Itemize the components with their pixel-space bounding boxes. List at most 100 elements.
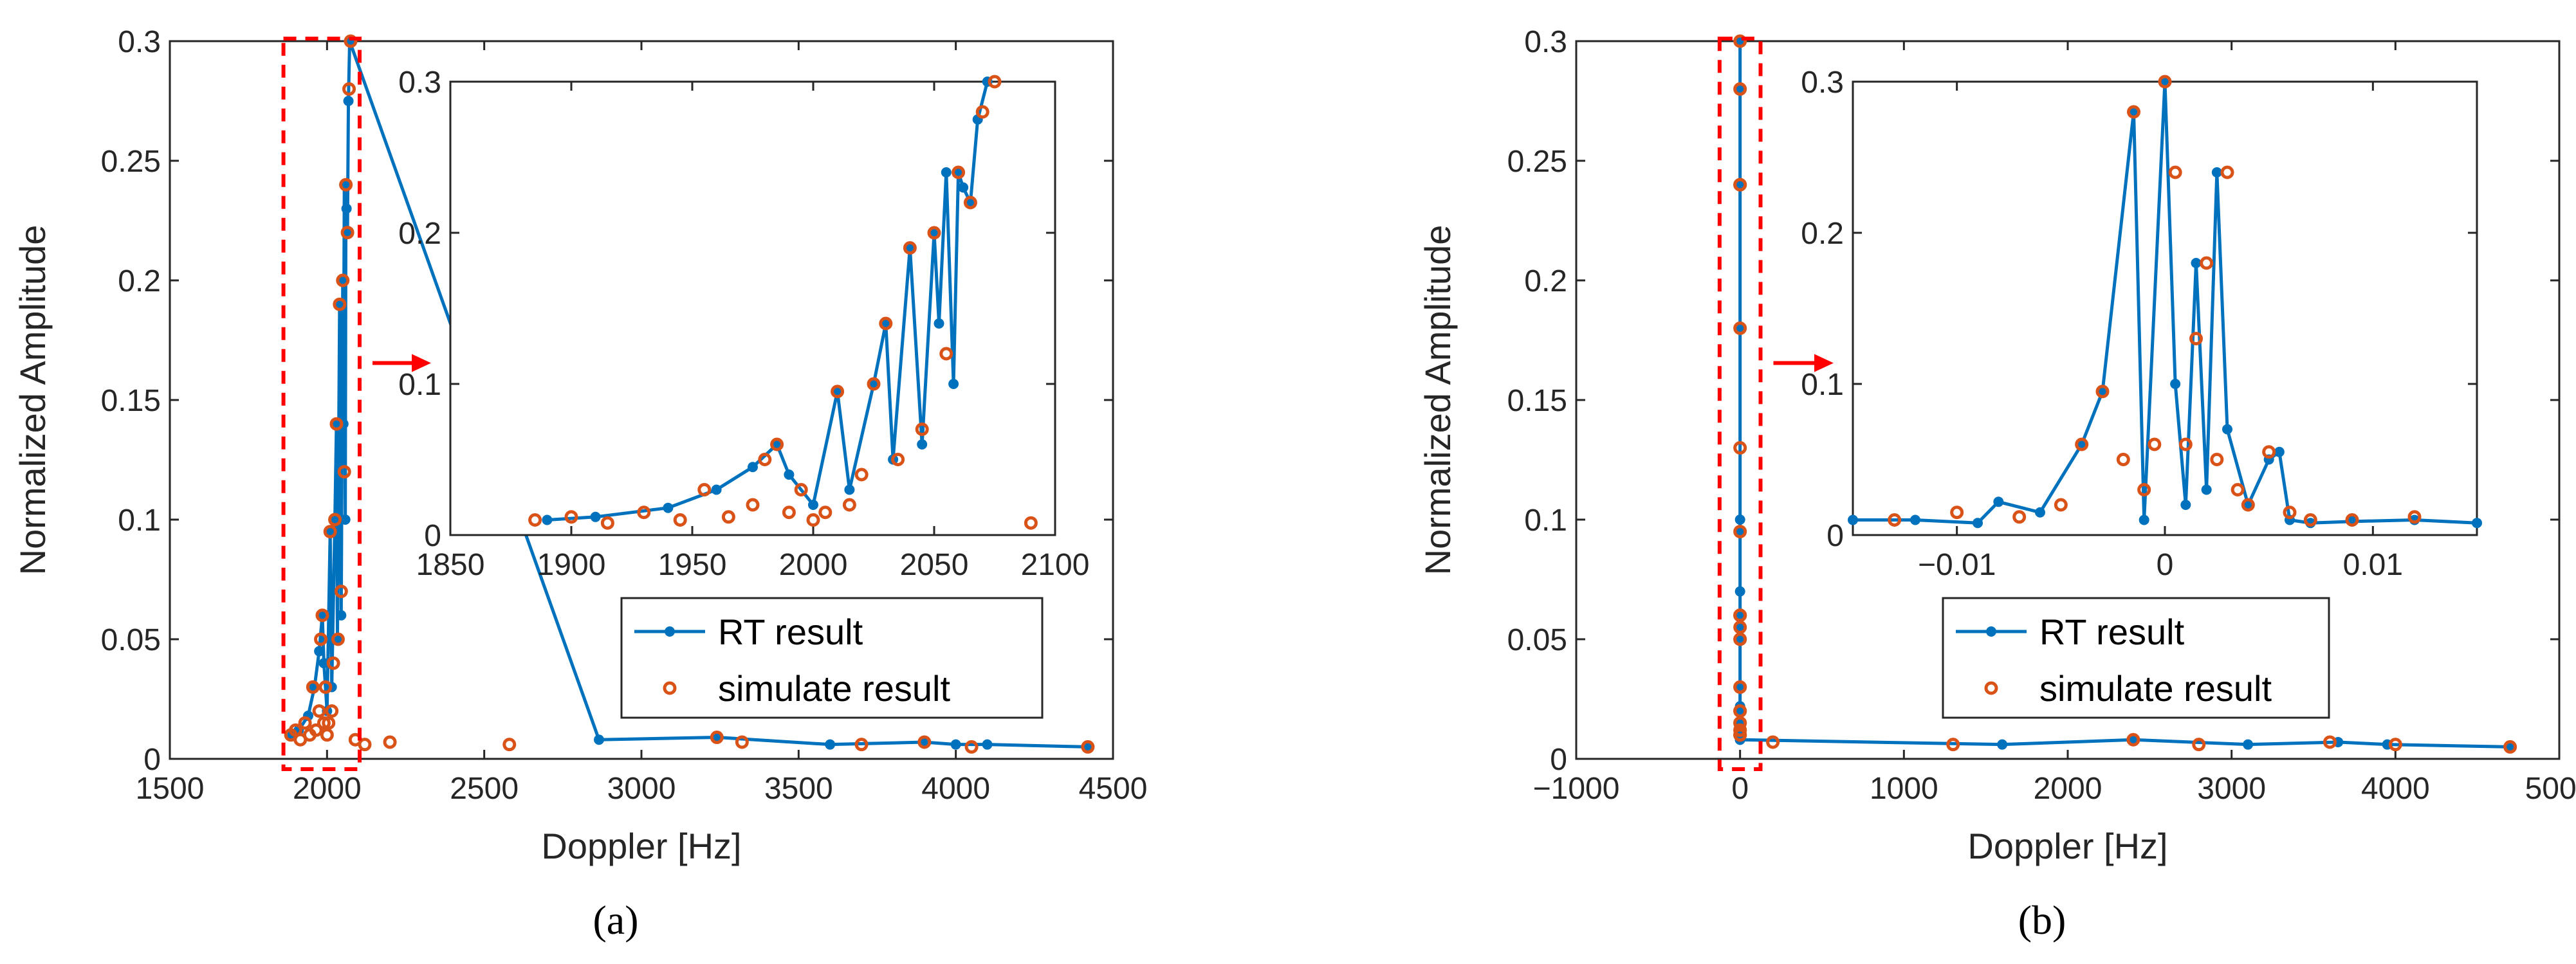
panel-b-inset-rt-point	[2180, 500, 2191, 510]
panel-a-main-sim-point	[337, 465, 351, 479]
panel-a-main-sim-point	[318, 680, 333, 694]
panel-a-main-xtick-label: 4000	[921, 772, 990, 806]
panel-b-inset-sim-point	[2116, 453, 2130, 466]
panel-a-inset-sim-point	[831, 385, 845, 399]
panel-a-inset-sim-point	[721, 510, 735, 524]
panel-b-main-sim-point	[2503, 740, 2517, 754]
panel-a-caption: (a)	[593, 897, 638, 943]
panel-a-inset-rt-point	[784, 469, 795, 480]
panel-b-inset-sim-point	[2220, 165, 2234, 179]
panel-a-main-sim-point	[383, 735, 397, 749]
panel-a-main-sim-point	[328, 513, 342, 527]
panel-a-highlight-box	[281, 37, 362, 771]
panel-b-inset-sim-point	[2303, 513, 2317, 527]
panel-b-main-ytick-label: 0.1	[1524, 504, 1567, 538]
panel-b-main-sim-point	[2192, 738, 2206, 752]
panel-b-main-rt-point	[1997, 739, 2008, 750]
panel-a-main-rt-point	[318, 658, 329, 669]
panel-b-main-sim-point	[1733, 177, 1747, 192]
panel-a-main-sim-point	[1081, 740, 1095, 754]
panel-a-main-sim-point	[326, 656, 340, 670]
panel-a-main-sim-point	[710, 731, 724, 745]
panel-a-main-sim-point	[312, 704, 326, 718]
panel-a-inset-sim-point	[746, 498, 760, 512]
panel-b-inset-rt-point	[2472, 518, 2482, 529]
panel-b-main-ytick-label: 0.2	[1524, 264, 1567, 298]
panel-a-main-rt-point	[594, 734, 605, 745]
panel-b-main-sim-point	[1733, 632, 1747, 646]
panel-a-main-ytick-label: 0.15	[101, 384, 161, 418]
panel-b-inset-frame	[1852, 80, 2478, 536]
panel-b-inset-axes: −0.01 0 0.01 0 0.1 0.2 0.3	[1801, 66, 2478, 582]
panel-a-main-xtick-label: 2500	[450, 772, 519, 806]
panel-b-main-ytick-label: 0.3	[1524, 25, 1567, 59]
panel-a-inset-sim-point	[770, 437, 784, 451]
panel-a-main-ytick-label: 0.25	[101, 145, 161, 179]
panel-b-inset-sim-point	[2178, 437, 2193, 451]
panel-a-main-sim-point	[325, 704, 339, 718]
panel-a-inset-sim-point	[637, 505, 651, 520]
panel-a-inset-rt-point	[948, 379, 959, 389]
panel-a-inset-xtick-label: 1900	[537, 548, 606, 582]
panel-b-legend-rt-marker	[1986, 626, 1996, 637]
panel-a-main-xtick-label: 3500	[764, 772, 833, 806]
panel-b-main-ytick-label: 0	[1550, 743, 1567, 777]
panel-a-main-sim-point	[964, 740, 979, 754]
panel-a-inset-xtick-label: 2000	[779, 548, 848, 582]
panel-b-main-sim-point	[1766, 735, 1780, 749]
panel-b-inset-rt-point	[2222, 424, 2232, 435]
panel-a-main-rt-point	[343, 96, 354, 106]
panel-b-main-xtick-label: 3000	[2197, 772, 2266, 806]
panel-a-legend-box	[620, 597, 1044, 719]
panel-b-inset-rt-point	[1973, 518, 1983, 529]
panel-b-inset-ytick-label: 0	[1826, 519, 1844, 553]
panel-a-legend-rt-marker	[665, 626, 675, 637]
panel-b-main-xtick-label: 0	[1731, 772, 1749, 806]
panel-a-inset-xtick-label: 1850	[416, 548, 485, 582]
panel-a-main-sim-point	[333, 297, 347, 311]
panel-a-main-sim-point	[358, 738, 372, 752]
panel-a-main-sim-point	[309, 723, 323, 737]
panel-b-main-sim-point	[1733, 34, 1747, 48]
panel-a-inset-sim-point	[927, 226, 941, 240]
panel-a-inset-sim-point	[963, 196, 977, 210]
panel-b-inset-rt-point	[1993, 496, 2004, 507]
panel-a-inset-xtick-label: 2100	[1021, 548, 1090, 582]
panel-b-main-sim-point	[2126, 732, 2140, 747]
panel-a-inset-sim-point	[842, 498, 856, 512]
panel-b-main-sim-point	[1733, 82, 1747, 96]
panel-a-main-rt-point	[825, 739, 836, 750]
panel-a-inset-sim-point	[988, 75, 1002, 89]
panel-a-inset-sim-point	[854, 468, 869, 482]
panel-b-ylabel: Normalized Amplitude	[1417, 225, 1458, 576]
panel-a-main-rt-point	[341, 203, 352, 214]
panel-a-inset-sim-point	[758, 453, 772, 466]
panel-a-main-sim-point	[315, 608, 329, 623]
panel-a-main-sim-point	[314, 632, 328, 646]
panel-a-main-sim-point	[854, 738, 869, 752]
panel-b-inset-sim-point	[2095, 385, 2110, 399]
panel-b-inset-xtick-label: 0	[2157, 548, 2174, 582]
panel-b-main-sim-point	[1733, 441, 1747, 455]
panel-a-inset-sim-point	[939, 347, 953, 361]
panel-b-main-sim-point	[1946, 738, 1960, 752]
panel-a-legend: RT result simulate result	[620, 597, 1044, 719]
panel-a-inset-sim-point	[673, 513, 687, 527]
panel-b-legend-box	[1942, 597, 2330, 719]
panel-a-inset-ytick-label: 0.1	[398, 368, 441, 402]
panel-a-inset-series	[528, 75, 1038, 530]
panel-a-inset-rt-point	[934, 318, 944, 329]
panel-b-inset-xtick-label: 0.01	[2343, 548, 2403, 582]
panel-a-legend-sim-marker	[663, 681, 677, 695]
panel-a-main-ytick-label: 0.05	[101, 623, 161, 657]
panel-a-inset-sim-point	[806, 513, 820, 527]
panel-a-ylabel: Normalized Amplitude	[12, 225, 53, 576]
panel-b-inset-sim-point	[2407, 510, 2422, 524]
panel-b-main-sim-point	[1733, 321, 1747, 335]
panel-b-inset-rt-point	[2035, 507, 2045, 518]
panel-a-inset-ytick-label: 0.2	[398, 217, 441, 251]
panel-b-inset-ytick-label: 0.2	[1801, 217, 1844, 251]
panel-a-main-rt-point	[340, 514, 351, 525]
panel-b-inset-ytick-label: 0.3	[1801, 66, 1844, 100]
